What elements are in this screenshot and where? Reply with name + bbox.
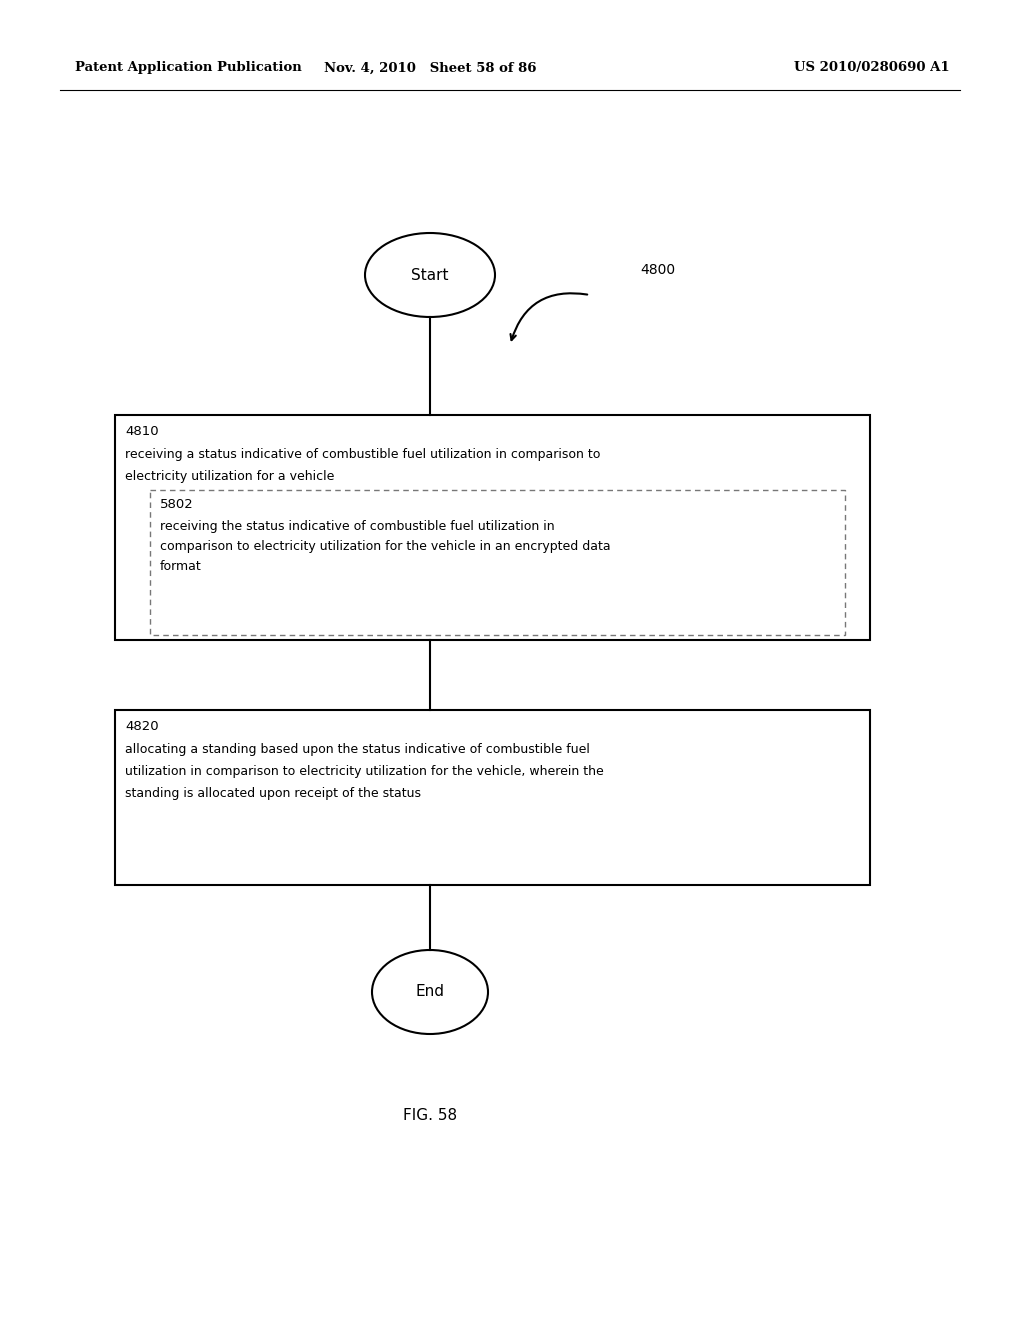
Text: Start: Start [412, 268, 449, 282]
Text: format: format [160, 560, 202, 573]
Text: 4820: 4820 [125, 719, 159, 733]
Text: Nov. 4, 2010   Sheet 58 of 86: Nov. 4, 2010 Sheet 58 of 86 [324, 62, 537, 74]
Text: standing is allocated upon receipt of the status: standing is allocated upon receipt of th… [125, 787, 421, 800]
Text: 4810: 4810 [125, 425, 159, 438]
Text: Patent Application Publication: Patent Application Publication [75, 62, 302, 74]
Text: allocating a standing based upon the status indicative of combustible fuel: allocating a standing based upon the sta… [125, 743, 590, 756]
Text: 4800: 4800 [640, 263, 675, 277]
Text: receiving the status indicative of combustible fuel utilization in: receiving the status indicative of combu… [160, 520, 555, 533]
Text: End: End [416, 985, 444, 999]
Text: utilization in comparison to electricity utilization for the vehicle, wherein th: utilization in comparison to electricity… [125, 766, 604, 777]
Text: FIG. 58: FIG. 58 [402, 1107, 457, 1122]
Text: electricity utilization for a vehicle: electricity utilization for a vehicle [125, 470, 335, 483]
Text: US 2010/0280690 A1: US 2010/0280690 A1 [795, 62, 950, 74]
Text: receiving a status indicative of combustible fuel utilization in comparison to: receiving a status indicative of combust… [125, 447, 600, 461]
Text: comparison to electricity utilization for the vehicle in an encrypted data: comparison to electricity utilization fo… [160, 540, 610, 553]
Text: 5802: 5802 [160, 498, 194, 511]
